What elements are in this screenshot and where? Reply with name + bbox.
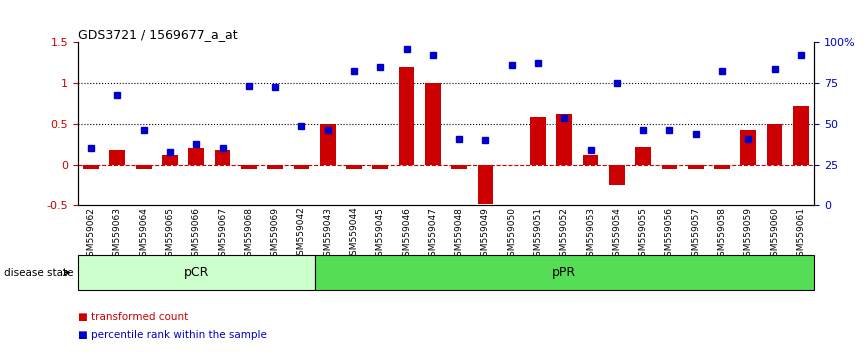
Bar xyxy=(294,165,309,169)
Bar xyxy=(636,147,651,165)
Bar xyxy=(662,165,677,169)
Bar xyxy=(136,165,152,169)
Bar xyxy=(583,155,598,165)
Bar xyxy=(714,165,730,169)
Text: disease state: disease state xyxy=(4,268,74,278)
Bar xyxy=(556,114,572,165)
Bar xyxy=(109,150,126,165)
Bar xyxy=(162,155,178,165)
Bar xyxy=(740,130,756,165)
Bar xyxy=(477,165,494,204)
Bar xyxy=(78,255,314,290)
Bar xyxy=(215,150,230,165)
Bar xyxy=(320,124,335,165)
Text: GDS3721 / 1569677_a_at: GDS3721 / 1569677_a_at xyxy=(78,28,237,41)
Bar xyxy=(793,106,809,165)
Bar xyxy=(425,83,441,165)
Bar xyxy=(688,165,703,169)
Bar xyxy=(530,118,546,165)
Text: pPR: pPR xyxy=(553,266,577,279)
Bar xyxy=(372,165,388,169)
Bar xyxy=(268,165,283,169)
Bar xyxy=(346,165,362,169)
Bar xyxy=(83,165,99,169)
Text: ■ percentile rank within the sample: ■ percentile rank within the sample xyxy=(78,330,267,339)
Bar xyxy=(241,165,256,169)
Bar xyxy=(766,124,783,165)
Bar xyxy=(609,165,624,185)
Bar xyxy=(451,165,467,169)
Text: pCR: pCR xyxy=(184,266,209,279)
Bar xyxy=(398,67,415,165)
Bar xyxy=(188,148,204,165)
Bar xyxy=(314,255,814,290)
Text: ■ transformed count: ■ transformed count xyxy=(78,312,188,322)
